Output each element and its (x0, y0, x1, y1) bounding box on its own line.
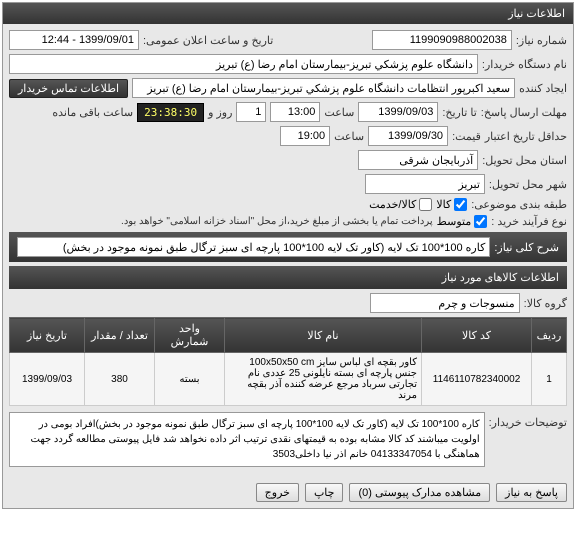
days-value: 1 (236, 102, 266, 122)
checkbox-goods-label: کالا (436, 198, 451, 211)
response-date-value: 1399/09/03 (358, 102, 438, 122)
main-panel: اطلاعات نیاز شماره نیاز: 119909098800203… (2, 2, 574, 509)
main-desc-label: شرح کلی نیاز: (494, 241, 559, 254)
panel-title: اطلاعات نیاز (3, 3, 573, 24)
cell-code: 1146110782340002 (422, 353, 532, 406)
delivery-province-value: آذربایجان شرقی (358, 150, 478, 170)
row-validity: حداقل تاریخ اعتبار قیمت: 1399/09/30 ساعت… (9, 126, 567, 146)
announce-datetime-value: 1399/09/01 - 12:44 (9, 30, 139, 50)
checkbox-medium[interactable]: متوسط (437, 215, 488, 228)
panel-body: شماره نیاز: 1199090988002038 تاریخ و ساع… (3, 24, 573, 477)
time-label-1: ساعت (324, 106, 354, 119)
subject-grouping-label: طبقه بندی موضوعی: (471, 198, 567, 211)
buyer-contact-button[interactable]: اطلاعات تماس خریدار (9, 79, 128, 98)
checkbox-service[interactable]: کالا/خدمت (369, 198, 432, 211)
row-buyer-desc: توضیحات خریدار: کاره 100*100 تک لایه (کا… (9, 412, 567, 467)
col-name: نام کالا (225, 318, 422, 353)
row-buyer-name: نام دستگاه خریدار: دانشگاه علوم پزشکي تب… (9, 54, 567, 74)
response-deadline-label: مهلت ارسال پاسخ: (481, 106, 567, 119)
delivery-city-label: شهر محل تحویل: (489, 178, 567, 191)
main-desc-value: کاره 100*100 تک لایه (کاور تک لایه 100*1… (17, 237, 490, 257)
exit-button[interactable]: خروج (256, 483, 299, 502)
row-purchase-process: نوع فرآیند خرید : متوسط پرداخت تمام یا ب… (9, 215, 567, 228)
cell-name: کاور بقچه ای لباس سایز 100x50x50 cm جنس … (225, 353, 422, 406)
row-delivery-province: استان محل تحویل: آذربایجان شرقی (9, 150, 567, 170)
buyer-desc-text: کاره 100*100 تک لایه (کاور تک لایه 100*1… (9, 412, 485, 467)
items-table: ردیف کد کالا نام کالا واحد شمارش تعداد /… (9, 317, 567, 406)
attachments-button[interactable]: مشاهده مدارک پیوستی (0) (349, 483, 490, 502)
respond-button[interactable]: پاسخ به نیاز (496, 483, 567, 502)
col-unit: واحد شمارش (155, 318, 225, 353)
countdown-timer: 23:38:30 (137, 103, 204, 122)
cell-date: 1399/09/03 (10, 353, 85, 406)
creator-value: سعید اکبرپور انتظامات دانشگاه علوم پزشکي… (132, 78, 515, 98)
validity-time-value: 19:00 (280, 126, 330, 146)
group-label: گروه کالا: (524, 297, 567, 310)
cell-qty: 380 (85, 353, 155, 406)
table-header-row: ردیف کد کالا نام کالا واحد شمارش تعداد /… (10, 318, 567, 353)
response-time-value: 13:00 (270, 102, 320, 122)
validity-label: حداقل تاریخ اعتبار (485, 130, 567, 143)
delivery-province-label: استان محل تحویل: (482, 154, 567, 167)
time-label-2: ساعت (334, 130, 364, 143)
col-qty: تعداد / مقدار (85, 318, 155, 353)
buyer-desc-label: توضیحات خریدار: (489, 412, 567, 429)
checkbox-goods-input[interactable] (454, 198, 467, 211)
checkbox-service-input[interactable] (419, 198, 432, 211)
cell-unit: بسته (155, 353, 225, 406)
creator-label: ایجاد کننده (519, 82, 567, 95)
price-label: قیمت: (452, 130, 481, 143)
row-group: گروه کالا: منسوجات و چرم (9, 293, 567, 313)
buyer-name-label: نام دستگاه خریدار: (482, 58, 567, 71)
footer-buttons: پاسخ به نیاز مشاهده مدارک پیوستی (0) چاپ… (3, 477, 573, 508)
items-section-title: اطلاعات کالاهای مورد نیاز (9, 266, 567, 289)
validity-date-value: 1399/09/30 (368, 126, 448, 146)
group-value: منسوجات و چرم (370, 293, 520, 313)
print-button[interactable]: چاپ (305, 483, 344, 502)
remaining-label: ساعت باقی مانده (52, 106, 133, 119)
row-need-number: شماره نیاز: 1199090988002038 تاریخ و ساع… (9, 30, 567, 50)
row-response-deadline: مهلت ارسال پاسخ: تا تاریخ: 1399/09/03 سا… (9, 102, 567, 122)
row-creator: ایجاد کننده سعید اکبرپور انتظامات دانشگا… (9, 78, 567, 98)
checkbox-medium-label: متوسط (437, 215, 472, 228)
announce-datetime-label: تاریخ و ساعت اعلان عمومی: (143, 34, 273, 47)
process-note: پرداخت تمام یا بخشی از مبلغ خرید،از محل … (121, 216, 433, 227)
main-desc-bar: شرح کلی نیاز: کاره 100*100 تک لایه (کاور… (9, 232, 567, 262)
days-label: روز و (208, 106, 232, 119)
row-delivery-city: شهر محل تحویل: تبریز (9, 174, 567, 194)
purchase-process-label: نوع فرآیند خرید : (491, 215, 567, 228)
delivery-city-value: تبریز (365, 174, 485, 194)
row-subject-grouping: طبقه بندی موضوعی: کالا کالا/خدمت (9, 198, 567, 211)
col-code: کد کالا (422, 318, 532, 353)
col-idx: ردیف (532, 318, 567, 353)
need-number-value: 1199090988002038 (372, 30, 512, 50)
col-date: تاریخ نیاز (10, 318, 85, 353)
table-row: 1 1146110782340002 کاور بقچه ای لباس سای… (10, 353, 567, 406)
checkbox-goods[interactable]: کالا (436, 198, 467, 211)
need-number-label: شماره نیاز: (516, 34, 567, 47)
buyer-name-value: دانشگاه علوم پزشکي تبريز-بيمارستان امام … (9, 54, 478, 74)
checkbox-medium-input[interactable] (474, 215, 487, 228)
to-date-label: تا تاریخ: (442, 106, 476, 119)
checkbox-service-label: کالا/خدمت (369, 198, 416, 211)
cell-idx: 1 (532, 353, 567, 406)
